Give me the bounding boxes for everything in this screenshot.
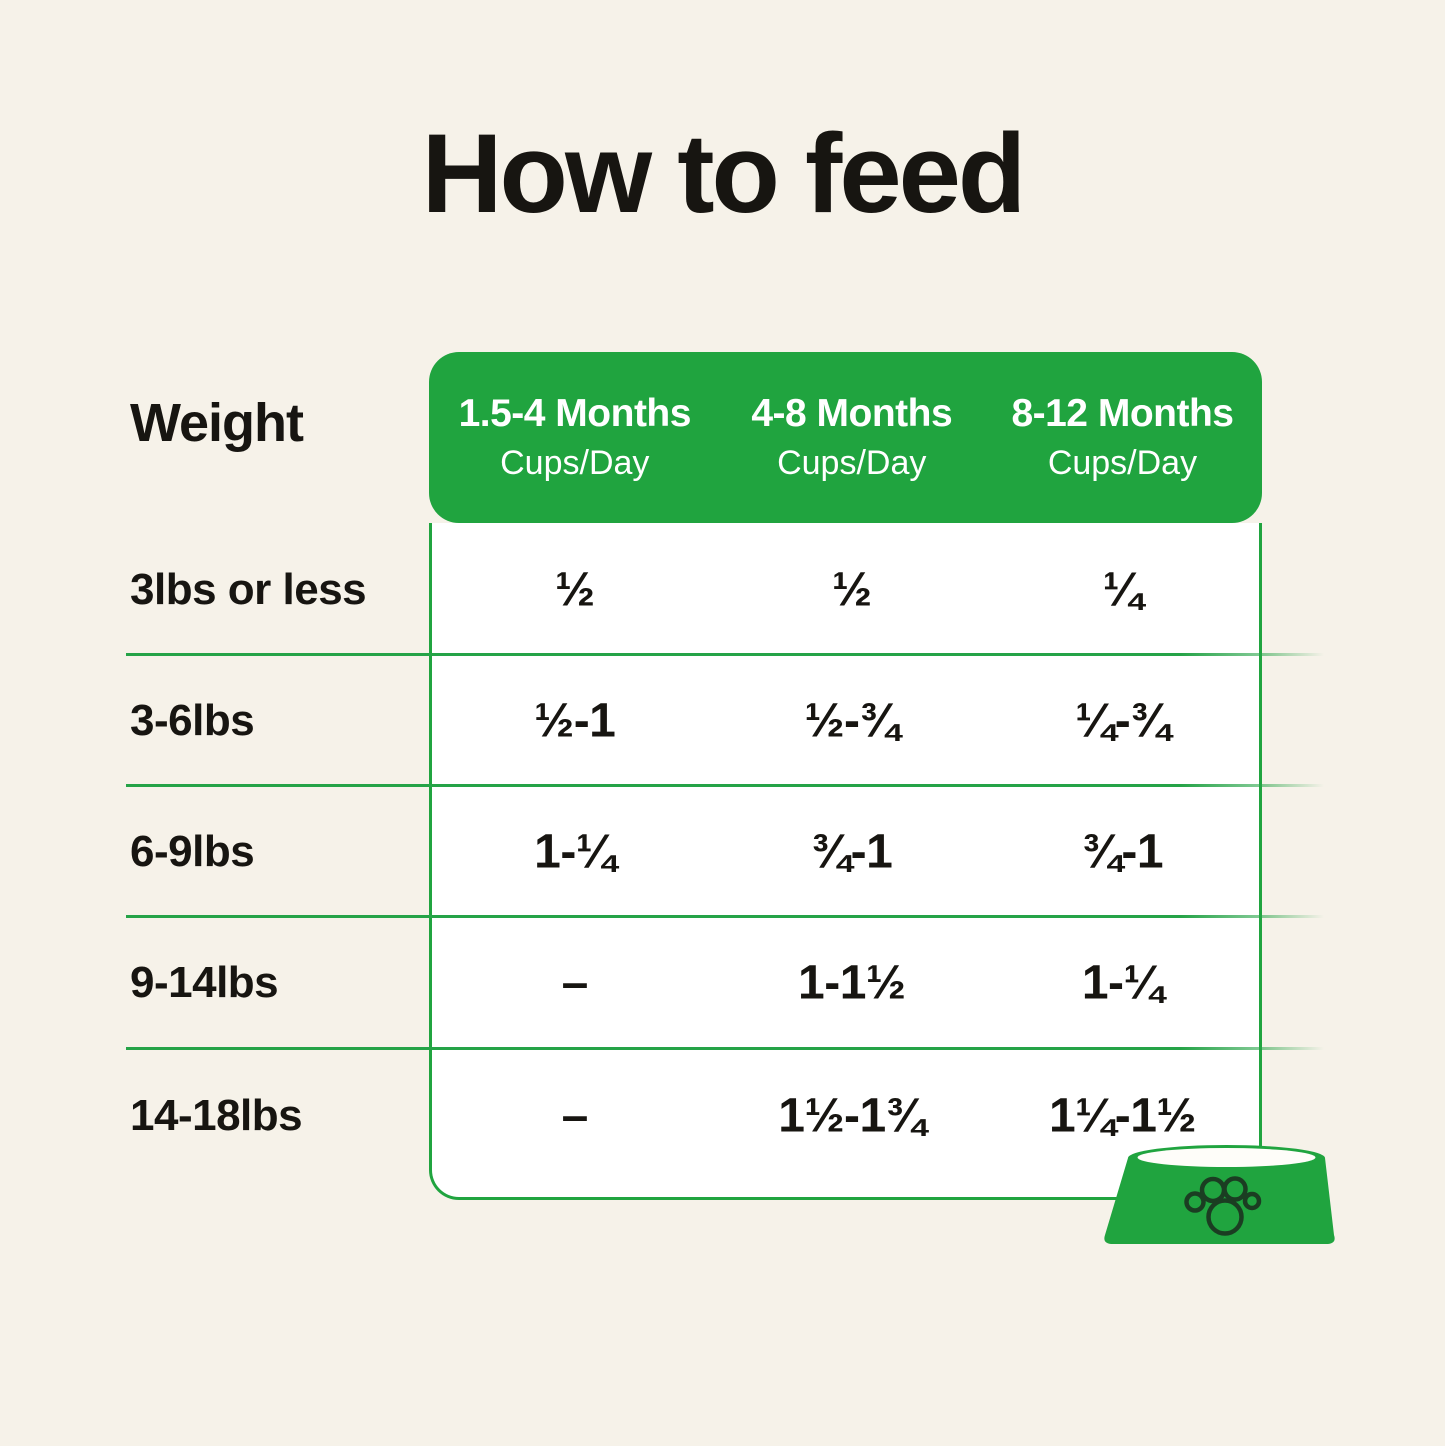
cell-value: 1¼-1½ bbox=[1048, 1089, 1196, 1143]
cell-value: ¼ bbox=[1102, 563, 1143, 617]
column-header-label: 1.5-4 Months bbox=[458, 392, 692, 435]
cell-value: ¾-1 bbox=[811, 825, 893, 879]
row-weight-label: 6-9lbs bbox=[130, 827, 255, 876]
column-header-sublabel: Cups/Day bbox=[1047, 444, 1198, 482]
row-divider bbox=[126, 1047, 1324, 1050]
cell-value: – bbox=[561, 956, 589, 1010]
row-divider bbox=[126, 784, 1324, 787]
cell-value: ¾-1 bbox=[1081, 825, 1164, 879]
column-header-label: 8-12 Months bbox=[1011, 392, 1234, 435]
row-weight-label: 9-14lbs bbox=[130, 958, 279, 1007]
row-divider bbox=[126, 915, 1324, 918]
table-row: – 1½-1¾ 1¼-1½ bbox=[429, 1089, 1262, 1144]
row-divider bbox=[126, 653, 1324, 656]
column-header-age-3: 8-12 Months Cups/Day bbox=[983, 392, 1262, 483]
cell-value: 1-1½ bbox=[798, 956, 906, 1010]
cell-value: ¼-¾ bbox=[1075, 694, 1170, 748]
column-header-sublabel: Cups/Day bbox=[777, 444, 927, 482]
weight-column-header: Weight bbox=[130, 393, 304, 453]
paw-print-icon bbox=[1184, 1176, 1262, 1236]
page-title: How to feed bbox=[421, 111, 1027, 236]
cell-value: 1-¼ bbox=[1081, 956, 1164, 1010]
row-weight-label: 3-6lbs bbox=[130, 696, 255, 745]
table-row: 1-¼ ¾-1 ¾-1 bbox=[429, 825, 1262, 880]
cell-value: ½-1 bbox=[534, 694, 616, 748]
column-header-label: 4-8 Months bbox=[751, 392, 953, 435]
row-weight-label: 14-18lbs bbox=[130, 1091, 303, 1140]
column-header-age-1: 1.5-4 Months Cups/Day bbox=[429, 392, 721, 483]
cell-value: – bbox=[561, 1089, 589, 1143]
row-weight-label: 3lbs or less bbox=[130, 565, 367, 614]
column-header-sublabel: Cups/Day bbox=[500, 444, 650, 482]
cell-value: ½-¾ bbox=[804, 694, 900, 748]
column-header-age-2: 4-8 Months Cups/Day bbox=[721, 392, 983, 483]
cell-value: 1-¼ bbox=[534, 825, 616, 879]
table-body-card bbox=[429, 523, 1262, 1200]
cell-value: ½ bbox=[555, 563, 595, 617]
table-row: ½-1 ½-¾ ¼-¾ bbox=[429, 694, 1262, 749]
table-row: ½ ½ ¼ bbox=[429, 563, 1262, 618]
table-header-band: 1.5-4 Months Cups/Day 4-8 Months Cups/Da… bbox=[429, 352, 1262, 523]
table-row: – 1-1½ 1-¼ bbox=[429, 956, 1262, 1011]
cell-value: 1½-1¾ bbox=[778, 1089, 926, 1143]
cell-value: ½ bbox=[831, 563, 872, 617]
dog-bowl-graphic bbox=[1104, 1145, 1335, 1244]
dog-bowl-icon bbox=[1098, 1140, 1340, 1252]
